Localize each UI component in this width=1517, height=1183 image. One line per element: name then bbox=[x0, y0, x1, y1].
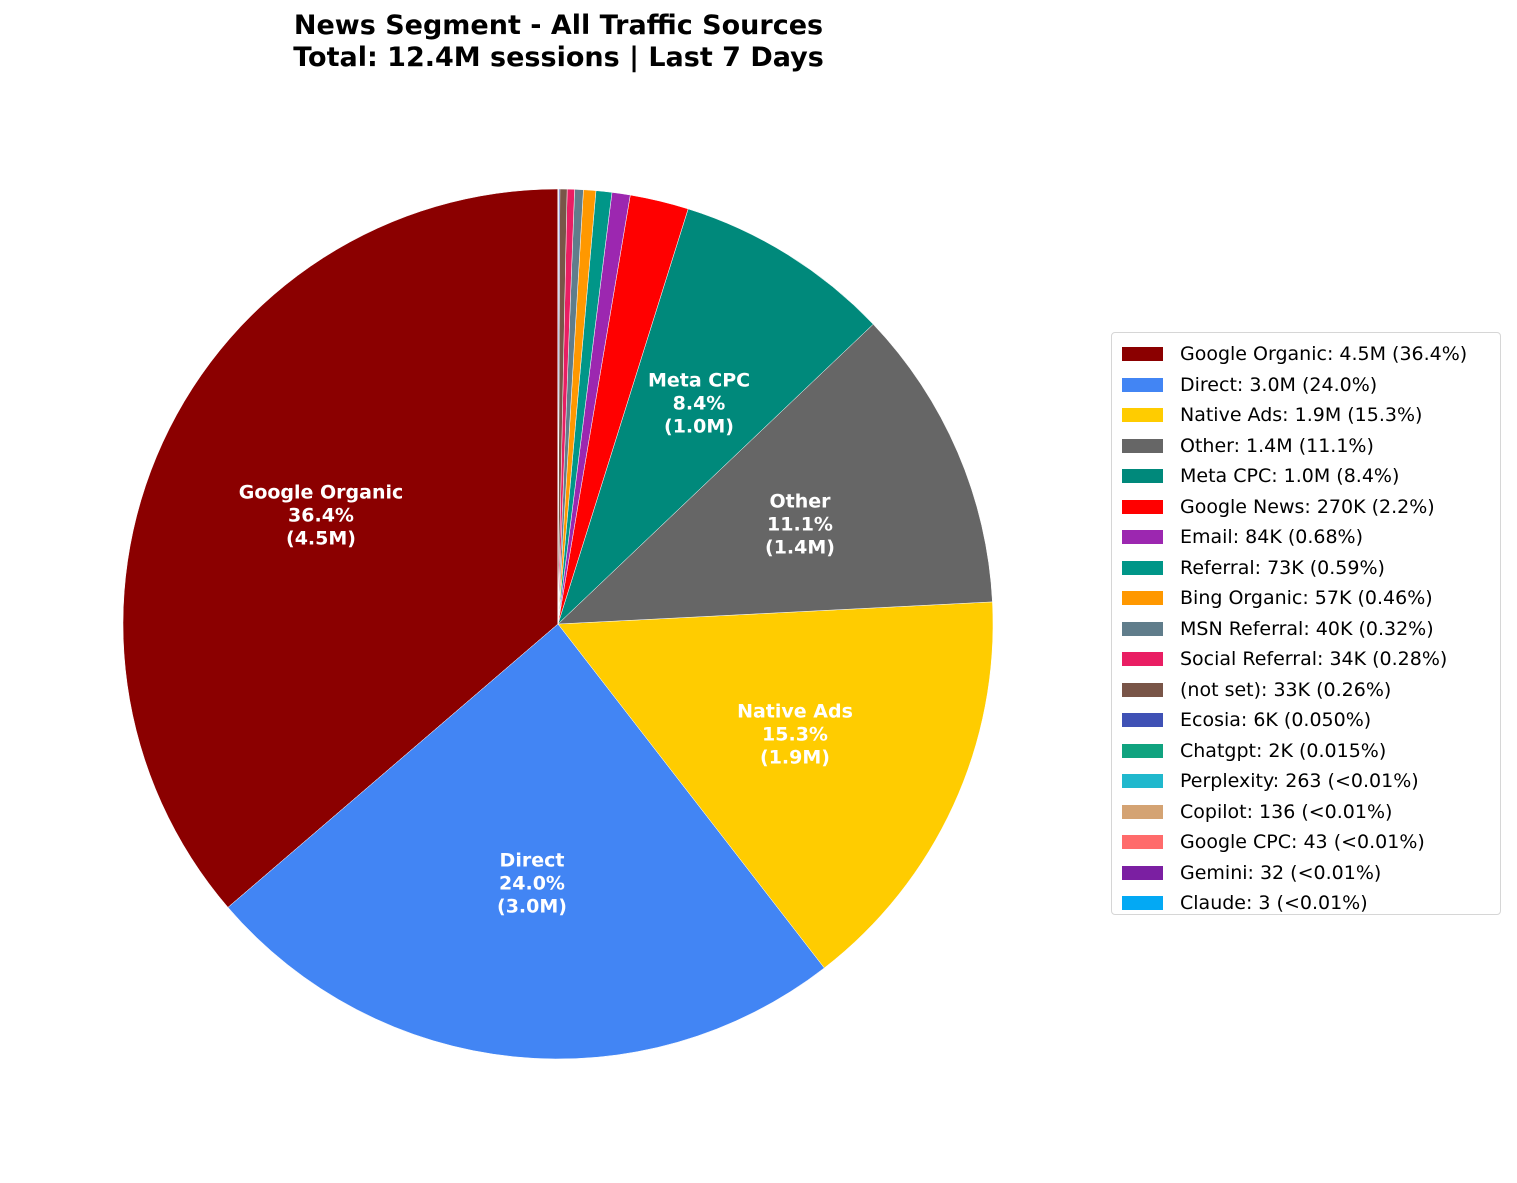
legend-label: (not set): 33K (0.26%) bbox=[1180, 678, 1392, 701]
legend-swatch bbox=[1122, 835, 1163, 850]
pie-slice-other bbox=[557, 323, 993, 625]
legend-swatch bbox=[1122, 469, 1163, 484]
legend-swatch bbox=[1122, 499, 1163, 514]
pie-slice-native-ads bbox=[557, 601, 994, 969]
slice-label: Google Organic 36.4% (4.5M) bbox=[238, 481, 404, 550]
legend-item: Meta CPC: 1.0M (8.4%) bbox=[1112, 461, 1500, 492]
legend-label: Native Ads: 1.9M (15.3%) bbox=[1180, 404, 1423, 427]
chart-legend: Google Organic: 4.5M (36.4%) Direct: 3.0M… bbox=[1111, 332, 1501, 915]
legend-swatch bbox=[1122, 408, 1163, 423]
slice-label: Meta CPC 8.4% (1.0M) bbox=[647, 369, 751, 438]
legend-item: Social Referral: 34K (0.28%) bbox=[1112, 644, 1500, 675]
legend-label: Meta CPC: 1.0M (8.4%) bbox=[1180, 465, 1400, 488]
legend-label: Social Referral: 34K (0.28%) bbox=[1180, 648, 1448, 671]
slice-label: Other 11.1% (1.4M) bbox=[765, 490, 835, 559]
legend-item: (not set): 33K (0.26%) bbox=[1112, 675, 1500, 706]
legend-item: Direct: 3.0M (24.0%) bbox=[1112, 370, 1500, 401]
legend-item: Other: 1.4M (11.1%) bbox=[1112, 431, 1500, 462]
legend-item: Google News: 270K (2.2%) bbox=[1112, 492, 1500, 523]
legend-swatch bbox=[1122, 713, 1163, 728]
legend-swatch bbox=[1122, 804, 1163, 819]
legend-label: Perplexity: 263 (<0.01%) bbox=[1180, 770, 1419, 793]
legend-swatch bbox=[1122, 621, 1163, 636]
chart-title: News Segment - All Traffic Sources Total… bbox=[0, 10, 1117, 74]
legend-label: Email: 84K (0.68%) bbox=[1180, 526, 1364, 549]
legend-swatch bbox=[1122, 743, 1163, 758]
legend-item: Referral: 73K (0.59%) bbox=[1112, 553, 1500, 584]
pie-slice-direct bbox=[227, 623, 825, 1060]
legend-item: Claude: 3 (<0.01%) bbox=[1112, 888, 1500, 919]
legend-item: Ecosia: 6K (0.050%) bbox=[1112, 705, 1500, 736]
legend-label: Copilot: 136 (<0.01%) bbox=[1180, 800, 1393, 823]
pie-chart bbox=[122, 188, 994, 1060]
legend-item: Copilot: 136 (<0.01%) bbox=[1112, 797, 1500, 828]
legend-item: Native Ads: 1.9M (15.3%) bbox=[1112, 400, 1500, 431]
legend-label: MSN Referral: 40K (0.32%) bbox=[1180, 617, 1434, 640]
slice-label: Direct 24.0% (3.0M) bbox=[497, 849, 567, 918]
legend-label: Gemini: 32 (<0.01%) bbox=[1180, 861, 1382, 884]
legend-swatch bbox=[1122, 347, 1163, 362]
legend-swatch bbox=[1122, 896, 1163, 911]
legend-swatch bbox=[1122, 774, 1163, 789]
legend-swatch bbox=[1122, 530, 1163, 545]
chart-title-line1: News Segment - All Traffic Sources bbox=[293, 10, 824, 41]
legend-swatch bbox=[1122, 560, 1163, 575]
legend-label: Ecosia: 6K (0.050%) bbox=[1180, 709, 1372, 732]
legend-item: Google CPC: 43 (<0.01%) bbox=[1112, 827, 1500, 858]
legend-swatch bbox=[1122, 865, 1163, 880]
legend-swatch bbox=[1122, 652, 1163, 667]
legend-item: MSN Referral: 40K (0.32%) bbox=[1112, 614, 1500, 645]
chart-title-line2: Total: 12.4M sessions | Last 7 Days bbox=[293, 42, 824, 73]
legend-label: Google Organic: 4.5M (36.4%) bbox=[1180, 343, 1468, 366]
legend-label: Bing Organic: 57K (0.46%) bbox=[1180, 587, 1433, 610]
legend-swatch bbox=[1122, 682, 1163, 697]
legend-item: Email: 84K (0.68%) bbox=[1112, 522, 1500, 553]
legend-item: Chatgpt: 2K (0.015%) bbox=[1112, 736, 1500, 767]
legend-item: Google Organic: 4.5M (36.4%) bbox=[1112, 339, 1500, 370]
legend-swatch bbox=[1122, 438, 1163, 453]
legend-item: Perplexity: 263 (<0.01%) bbox=[1112, 766, 1500, 797]
legend-item: Bing Organic: 57K (0.46%) bbox=[1112, 583, 1500, 614]
legend-item: Gemini: 32 (<0.01%) bbox=[1112, 858, 1500, 889]
legend-label: Google CPC: 43 (<0.01%) bbox=[1180, 831, 1425, 854]
legend-label: Other: 1.4M (11.1%) bbox=[1180, 434, 1374, 457]
slice-label: Native Ads 15.3% (1.9M) bbox=[737, 700, 853, 769]
pie-slice-meta-cpc bbox=[557, 208, 874, 625]
legend-label: Referral: 73K (0.59%) bbox=[1180, 556, 1385, 579]
legend-label: Claude: 3 (<0.01%) bbox=[1180, 892, 1368, 915]
legend-swatch bbox=[1122, 377, 1163, 392]
pie-slice-google-organic bbox=[122, 188, 559, 908]
legend-label: Google News: 270K (2.2%) bbox=[1180, 495, 1435, 518]
legend-label: Direct: 3.0M (24.0%) bbox=[1180, 373, 1378, 396]
legend-label: Chatgpt: 2K (0.015%) bbox=[1180, 739, 1387, 762]
pie-slices bbox=[122, 188, 994, 1060]
legend-swatch bbox=[1122, 591, 1163, 606]
